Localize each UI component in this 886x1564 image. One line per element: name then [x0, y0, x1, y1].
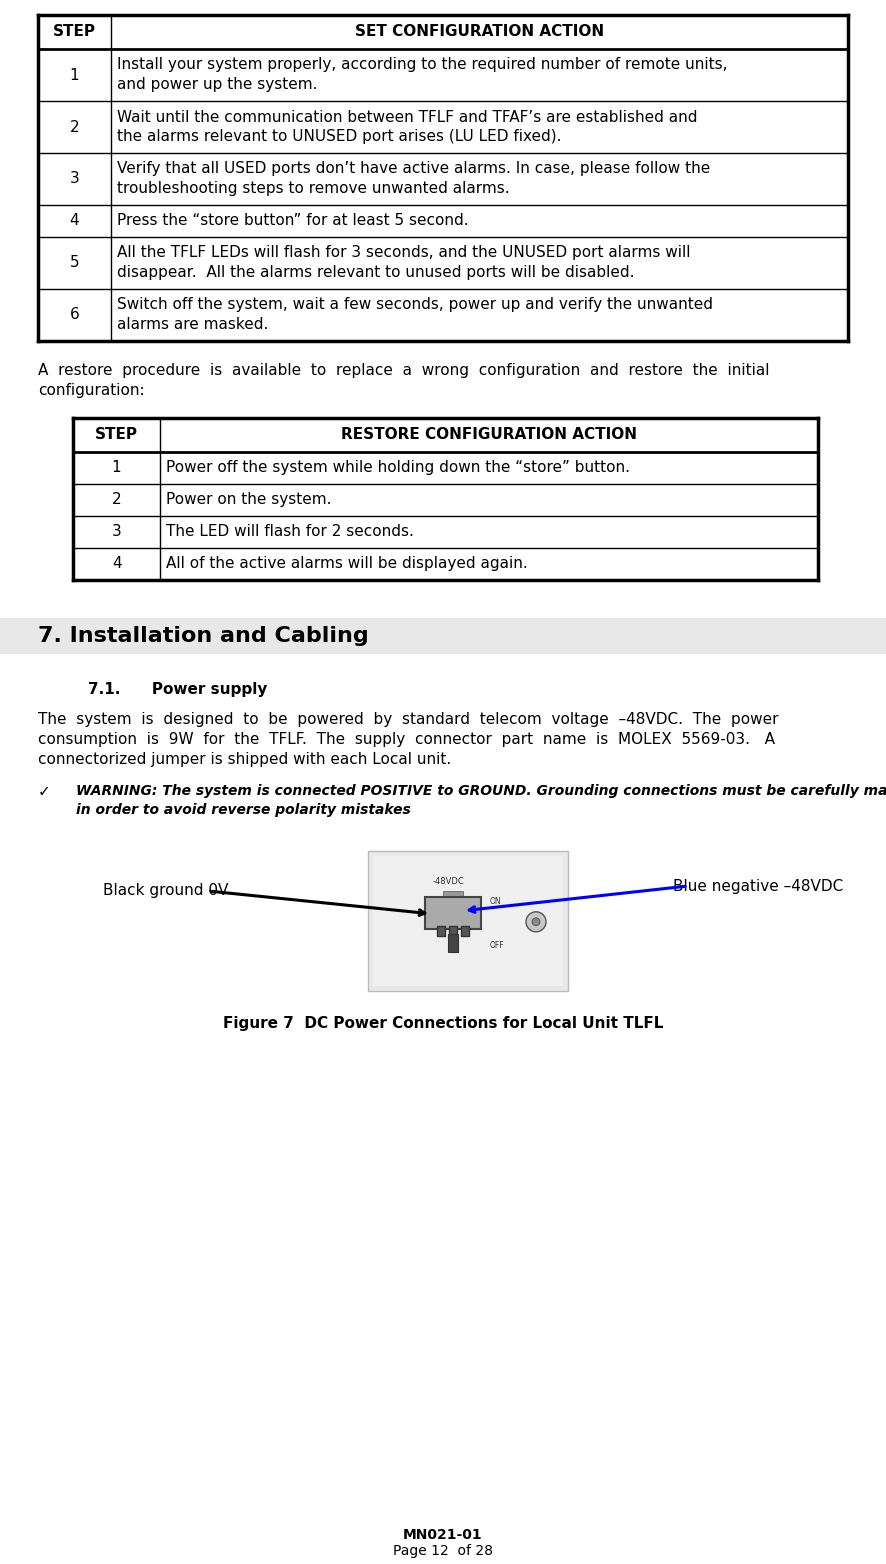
Text: STEP: STEP [95, 427, 138, 443]
Text: -48VDC: -48VDC [432, 877, 464, 885]
Bar [425, 896, 481, 929]
Text: Power on the system.: Power on the system. [167, 493, 331, 507]
Bar [461, 926, 469, 935]
Text: A  restore  procedure  is  available  to  replace  a  wrong  configuration  and : A restore procedure is available to repl… [38, 363, 770, 378]
Text: Verify that all USED ports don’t have active alarms. In case, please follow the: Verify that all USED ports don’t have ac… [117, 161, 711, 177]
Text: 4: 4 [70, 214, 79, 228]
Bar [368, 851, 568, 992]
Text: 2: 2 [70, 119, 79, 135]
Text: Power off the system while holding down the “store” button.: Power off the system while holding down … [167, 460, 630, 475]
Text: All of the active alarms will be displayed again.: All of the active alarms will be display… [167, 557, 528, 571]
Text: 3: 3 [112, 524, 121, 540]
Circle shape [532, 918, 540, 926]
Text: 3: 3 [70, 172, 80, 186]
Bar [73, 452, 818, 483]
Bar [373, 856, 563, 985]
Text: 7.1.      Power supply: 7.1. Power supply [88, 682, 268, 698]
Bar [443, 891, 463, 896]
Bar [73, 483, 818, 516]
Text: in order to avoid reverse polarity mistakes: in order to avoid reverse polarity mista… [76, 802, 411, 816]
Text: Switch off the system, wait a few seconds, power up and verify the unwanted: Switch off the system, wait a few second… [117, 297, 713, 313]
Text: ✓: ✓ [38, 784, 51, 799]
Bar [38, 102, 848, 153]
Bar [38, 16, 848, 48]
Text: RESTORE CONFIGURATION ACTION: RESTORE CONFIGURATION ACTION [341, 427, 637, 443]
Circle shape [526, 912, 546, 932]
Text: configuration:: configuration: [38, 383, 144, 397]
Text: 4: 4 [112, 557, 121, 571]
Text: 2: 2 [112, 493, 121, 507]
Text: 1: 1 [112, 460, 121, 475]
Text: disappear.  All the alarms relevant to unused ports will be disabled.: disappear. All the alarms relevant to un… [117, 266, 634, 280]
Bar [73, 516, 818, 547]
Text: STEP: STEP [53, 25, 96, 39]
Text: 5: 5 [70, 255, 79, 271]
Bar [38, 238, 848, 289]
Bar [0, 618, 886, 654]
Bar [38, 205, 848, 238]
Text: 6: 6 [70, 308, 80, 322]
Bar [437, 926, 445, 935]
Text: OFF: OFF [490, 942, 505, 951]
Text: 7. Installation and Cabling: 7. Installation and Cabling [38, 626, 369, 646]
Bar [73, 418, 818, 452]
Text: Figure 7  DC Power Connections for Local Unit TLFL: Figure 7 DC Power Connections for Local … [222, 1017, 664, 1031]
Text: WARNING: The system is connected POSITIVE to GROUND. Grounding connections must : WARNING: The system is connected POSITIV… [76, 784, 886, 798]
Bar [449, 926, 457, 935]
Bar [448, 934, 458, 952]
Bar [73, 547, 818, 580]
Text: The  system  is  designed  to  be  powered  by  standard  telecom  voltage  –48V: The system is designed to be powered by … [38, 712, 779, 727]
Text: Page 12  of 28: Page 12 of 28 [393, 1544, 493, 1558]
Text: troubleshooting steps to remove unwanted alarms.: troubleshooting steps to remove unwanted… [117, 181, 509, 197]
Text: Install your system properly, according to the required number of remote units,: Install your system properly, according … [117, 58, 727, 72]
Text: and power up the system.: and power up the system. [117, 78, 317, 92]
Text: 1: 1 [70, 67, 79, 83]
Bar [38, 289, 848, 341]
Text: the alarms relevant to UNUSED port arises (LU LED fixed).: the alarms relevant to UNUSED port arise… [117, 130, 562, 144]
Text: Press the “store button” for at least 5 second.: Press the “store button” for at least 5 … [117, 214, 469, 228]
Text: consumption  is  9W  for  the  TFLF.  The  supply  connector  part  name  is  MO: consumption is 9W for the TFLF. The supp… [38, 732, 775, 748]
Text: alarms are masked.: alarms are masked. [117, 317, 268, 333]
Text: Blue negative –48VDC: Blue negative –48VDC [672, 879, 843, 893]
Text: connectorized jumper is shipped with each Local unit.: connectorized jumper is shipped with eac… [38, 752, 451, 766]
Bar [38, 153, 848, 205]
Text: Wait until the communication between TFLF and TFAF’s are established and: Wait until the communication between TFL… [117, 109, 697, 125]
Text: ON: ON [490, 898, 501, 906]
Text: MN021-01: MN021-01 [403, 1528, 483, 1542]
Text: SET CONFIGURATION ACTION: SET CONFIGURATION ACTION [355, 25, 604, 39]
Bar [38, 48, 848, 102]
Text: All the TFLF LEDs will flash for 3 seconds, and the UNUSED port alarms will: All the TFLF LEDs will flash for 3 secon… [117, 246, 690, 261]
Text: Black ground 0V: Black ground 0V [103, 884, 229, 898]
Text: The LED will flash for 2 seconds.: The LED will flash for 2 seconds. [167, 524, 414, 540]
